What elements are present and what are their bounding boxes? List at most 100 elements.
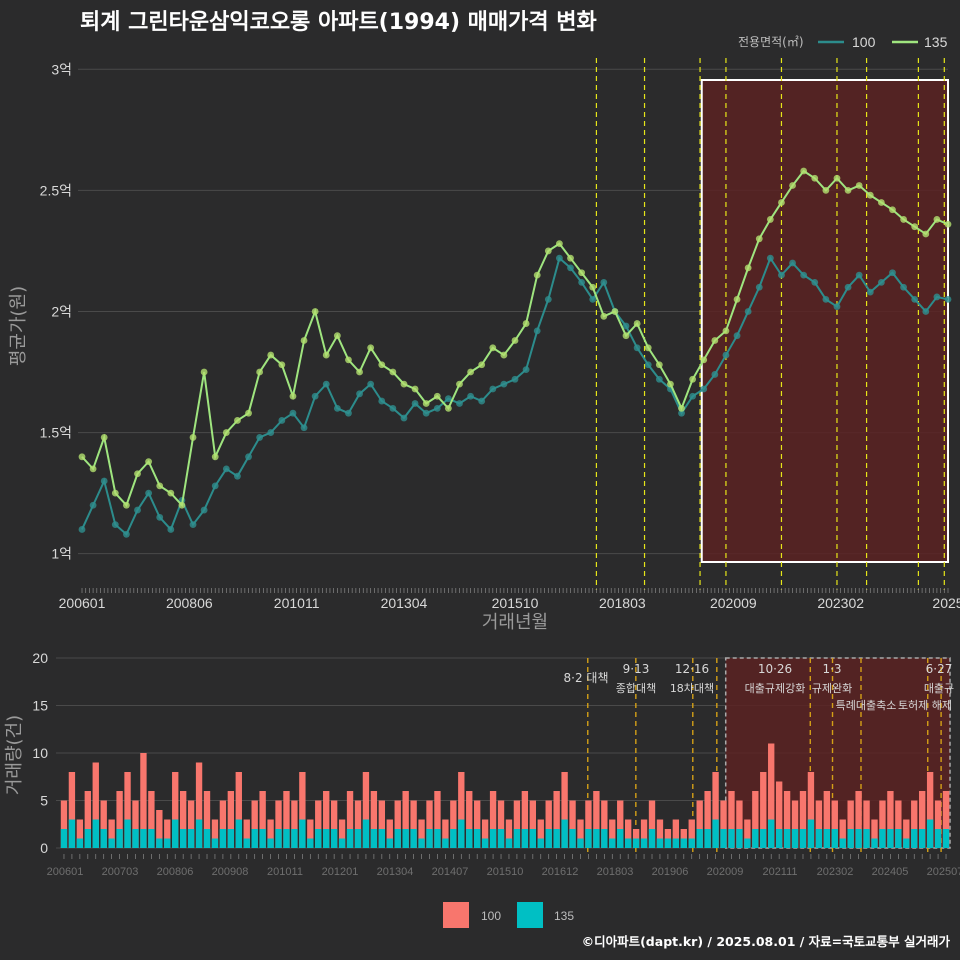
bar-135 <box>744 838 751 848</box>
data-point-135 <box>222 429 230 436</box>
bar-100 <box>640 819 648 848</box>
data-point-135 <box>589 283 597 291</box>
bar-135 <box>378 829 386 848</box>
data-point-135 <box>877 199 885 206</box>
bar-135 <box>736 829 743 848</box>
bar-135 <box>903 838 910 848</box>
bar-100 <box>537 819 544 848</box>
data-point-100 <box>877 279 885 286</box>
bar-135 <box>203 829 211 848</box>
legend-label-bar-100: 100 <box>481 909 501 923</box>
bar-100 <box>593 791 600 848</box>
bar-135 <box>68 819 76 848</box>
data-point-100 <box>211 482 219 490</box>
legend-label-100: 100 <box>852 34 876 50</box>
bar-135 <box>942 829 950 848</box>
bar-x-tick-label: 201803 <box>597 866 634 878</box>
data-point-135 <box>611 308 619 315</box>
bar-135 <box>330 829 338 848</box>
bar-135 <box>728 829 735 848</box>
bar-100 <box>402 791 409 848</box>
bar-100 <box>879 800 886 848</box>
bar-100 <box>863 800 870 848</box>
bar-100 <box>108 819 115 848</box>
bar-100 <box>378 800 386 848</box>
data-point-100 <box>356 390 363 398</box>
data-point-100 <box>245 453 252 461</box>
bar-100 <box>799 791 807 848</box>
data-point-100 <box>267 429 275 436</box>
bar-x-tick-label: 200703 <box>102 866 139 878</box>
data-point-100 <box>123 530 130 538</box>
data-point-135 <box>633 320 641 327</box>
bar-135 <box>418 838 425 848</box>
bar-x-tick-label: 202111 <box>762 866 797 878</box>
data-point-135 <box>911 223 919 231</box>
data-point-135 <box>766 216 774 223</box>
data-point-135 <box>600 312 608 320</box>
data-point-135 <box>433 392 441 400</box>
data-point-135 <box>311 308 319 315</box>
data-point-100 <box>711 371 719 378</box>
data-point-100 <box>544 295 552 303</box>
bar-135 <box>680 838 687 848</box>
bar-100 <box>911 800 918 848</box>
data-point-135 <box>567 254 574 262</box>
data-point-100 <box>833 303 841 311</box>
bar-135 <box>696 829 703 848</box>
data-point-135 <box>367 344 375 352</box>
bar-100 <box>323 791 330 848</box>
bar-135 <box>926 819 934 848</box>
bar-135 <box>617 829 624 848</box>
bar-135 <box>346 829 354 848</box>
data-point-135 <box>622 332 630 340</box>
bar-135 <box>624 838 632 848</box>
data-point-135 <box>500 351 508 359</box>
bar-100 <box>855 791 862 848</box>
bar-100 <box>489 791 497 848</box>
data-point-100 <box>289 409 297 417</box>
bar-135 <box>410 829 417 848</box>
policy-name-label: 규제완화 <box>812 682 852 695</box>
data-point-100 <box>145 489 153 497</box>
bar-135 <box>338 838 346 848</box>
bar-100 <box>68 772 76 848</box>
bar-135 <box>267 838 274 848</box>
x-tick-label: 201803 <box>599 595 646 611</box>
bar-100 <box>100 800 107 848</box>
data-point-100 <box>444 395 452 403</box>
y-tick-label: 2억 <box>51 303 72 319</box>
data-point-135 <box>134 470 141 478</box>
bar-135 <box>934 829 942 848</box>
bar-135 <box>156 838 163 848</box>
bar-100 <box>521 791 529 848</box>
policy-name-label: 토허제 해제 <box>898 698 952 712</box>
policy-date-label: 10·26 <box>758 662 792 676</box>
bar-135 <box>466 829 473 848</box>
bar-100 <box>839 819 846 848</box>
legend-swatch-bar-100 <box>443 902 469 928</box>
bar-135 <box>489 829 497 848</box>
data-point-135 <box>300 337 308 344</box>
data-point-100 <box>789 259 796 267</box>
bar-135 <box>394 829 401 848</box>
data-point-100 <box>200 506 208 514</box>
bar-135 <box>720 829 727 848</box>
data-point-100 <box>811 279 819 286</box>
bar-100 <box>426 800 433 848</box>
data-point-135 <box>167 489 175 497</box>
bar-135 <box>760 829 767 848</box>
data-point-135 <box>245 409 252 417</box>
bar-100 <box>672 819 680 848</box>
bar-x-tick-label: 200806 <box>157 866 194 878</box>
data-point-100 <box>222 465 230 473</box>
bar-135 <box>434 829 441 848</box>
bar-100 <box>934 800 942 848</box>
data-point-100 <box>900 283 907 291</box>
bar-100 <box>267 819 274 848</box>
data-point-100 <box>234 472 241 480</box>
data-point-135 <box>156 482 164 490</box>
data-point-100 <box>800 271 808 279</box>
bar-100 <box>418 819 425 848</box>
bar-100 <box>513 800 521 848</box>
